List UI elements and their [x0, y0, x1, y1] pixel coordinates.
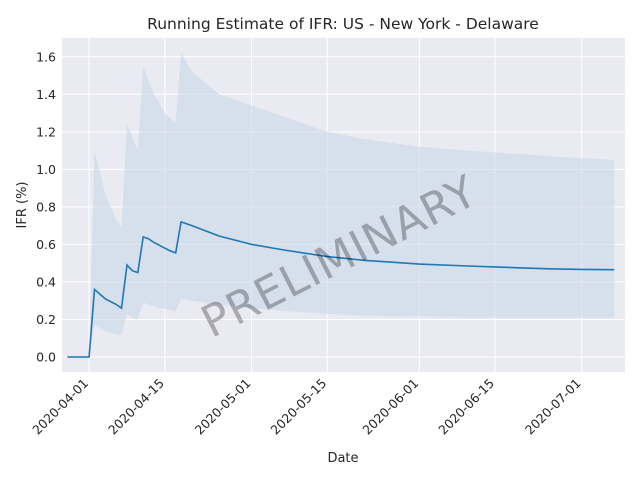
x-axis-ticks: 2020-04-01 2020-04-15 2020-05-01 2020-05-15… — [29, 376, 584, 438]
y-axis-title: IFR (%) — [15, 182, 30, 229]
y-tick-label: 0.0 — [36, 349, 56, 364]
y-tick-label: 1.6 — [36, 49, 56, 64]
y-tick-label: 0.6 — [36, 237, 56, 252]
x-tick-label: 2020-04-01 — [29, 376, 91, 438]
x-tick-label: 2020-04-15 — [105, 376, 167, 438]
x-tick-label: 2020-07-01 — [522, 376, 584, 438]
x-tick-label: 2020-05-01 — [192, 376, 254, 438]
x-tick-label: 2020-06-15 — [435, 376, 497, 438]
x-tick-label: 2020-06-01 — [359, 376, 421, 438]
x-axis-title: Date — [327, 451, 358, 466]
y-tick-label: 1.0 — [36, 162, 56, 177]
chart-title: Running Estimate of IFR: US - New York -… — [147, 15, 539, 33]
ifr-estimate-line — [67, 220, 615, 358]
confidence-band — [67, 53, 615, 357]
y-tick-label: 0.2 — [36, 312, 56, 327]
y-tick-label: 0.4 — [36, 274, 56, 289]
y-tick-label: 1.2 — [36, 124, 56, 139]
x-tick-label: 2020-05-15 — [267, 376, 329, 438]
y-axis-ticks: 0.0 0.2 0.4 0.6 0.8 1.0 1.2 1.4 1.6 — [36, 49, 56, 364]
y-tick-label: 1.4 — [36, 87, 56, 102]
y-tick-label: 0.8 — [36, 199, 56, 214]
